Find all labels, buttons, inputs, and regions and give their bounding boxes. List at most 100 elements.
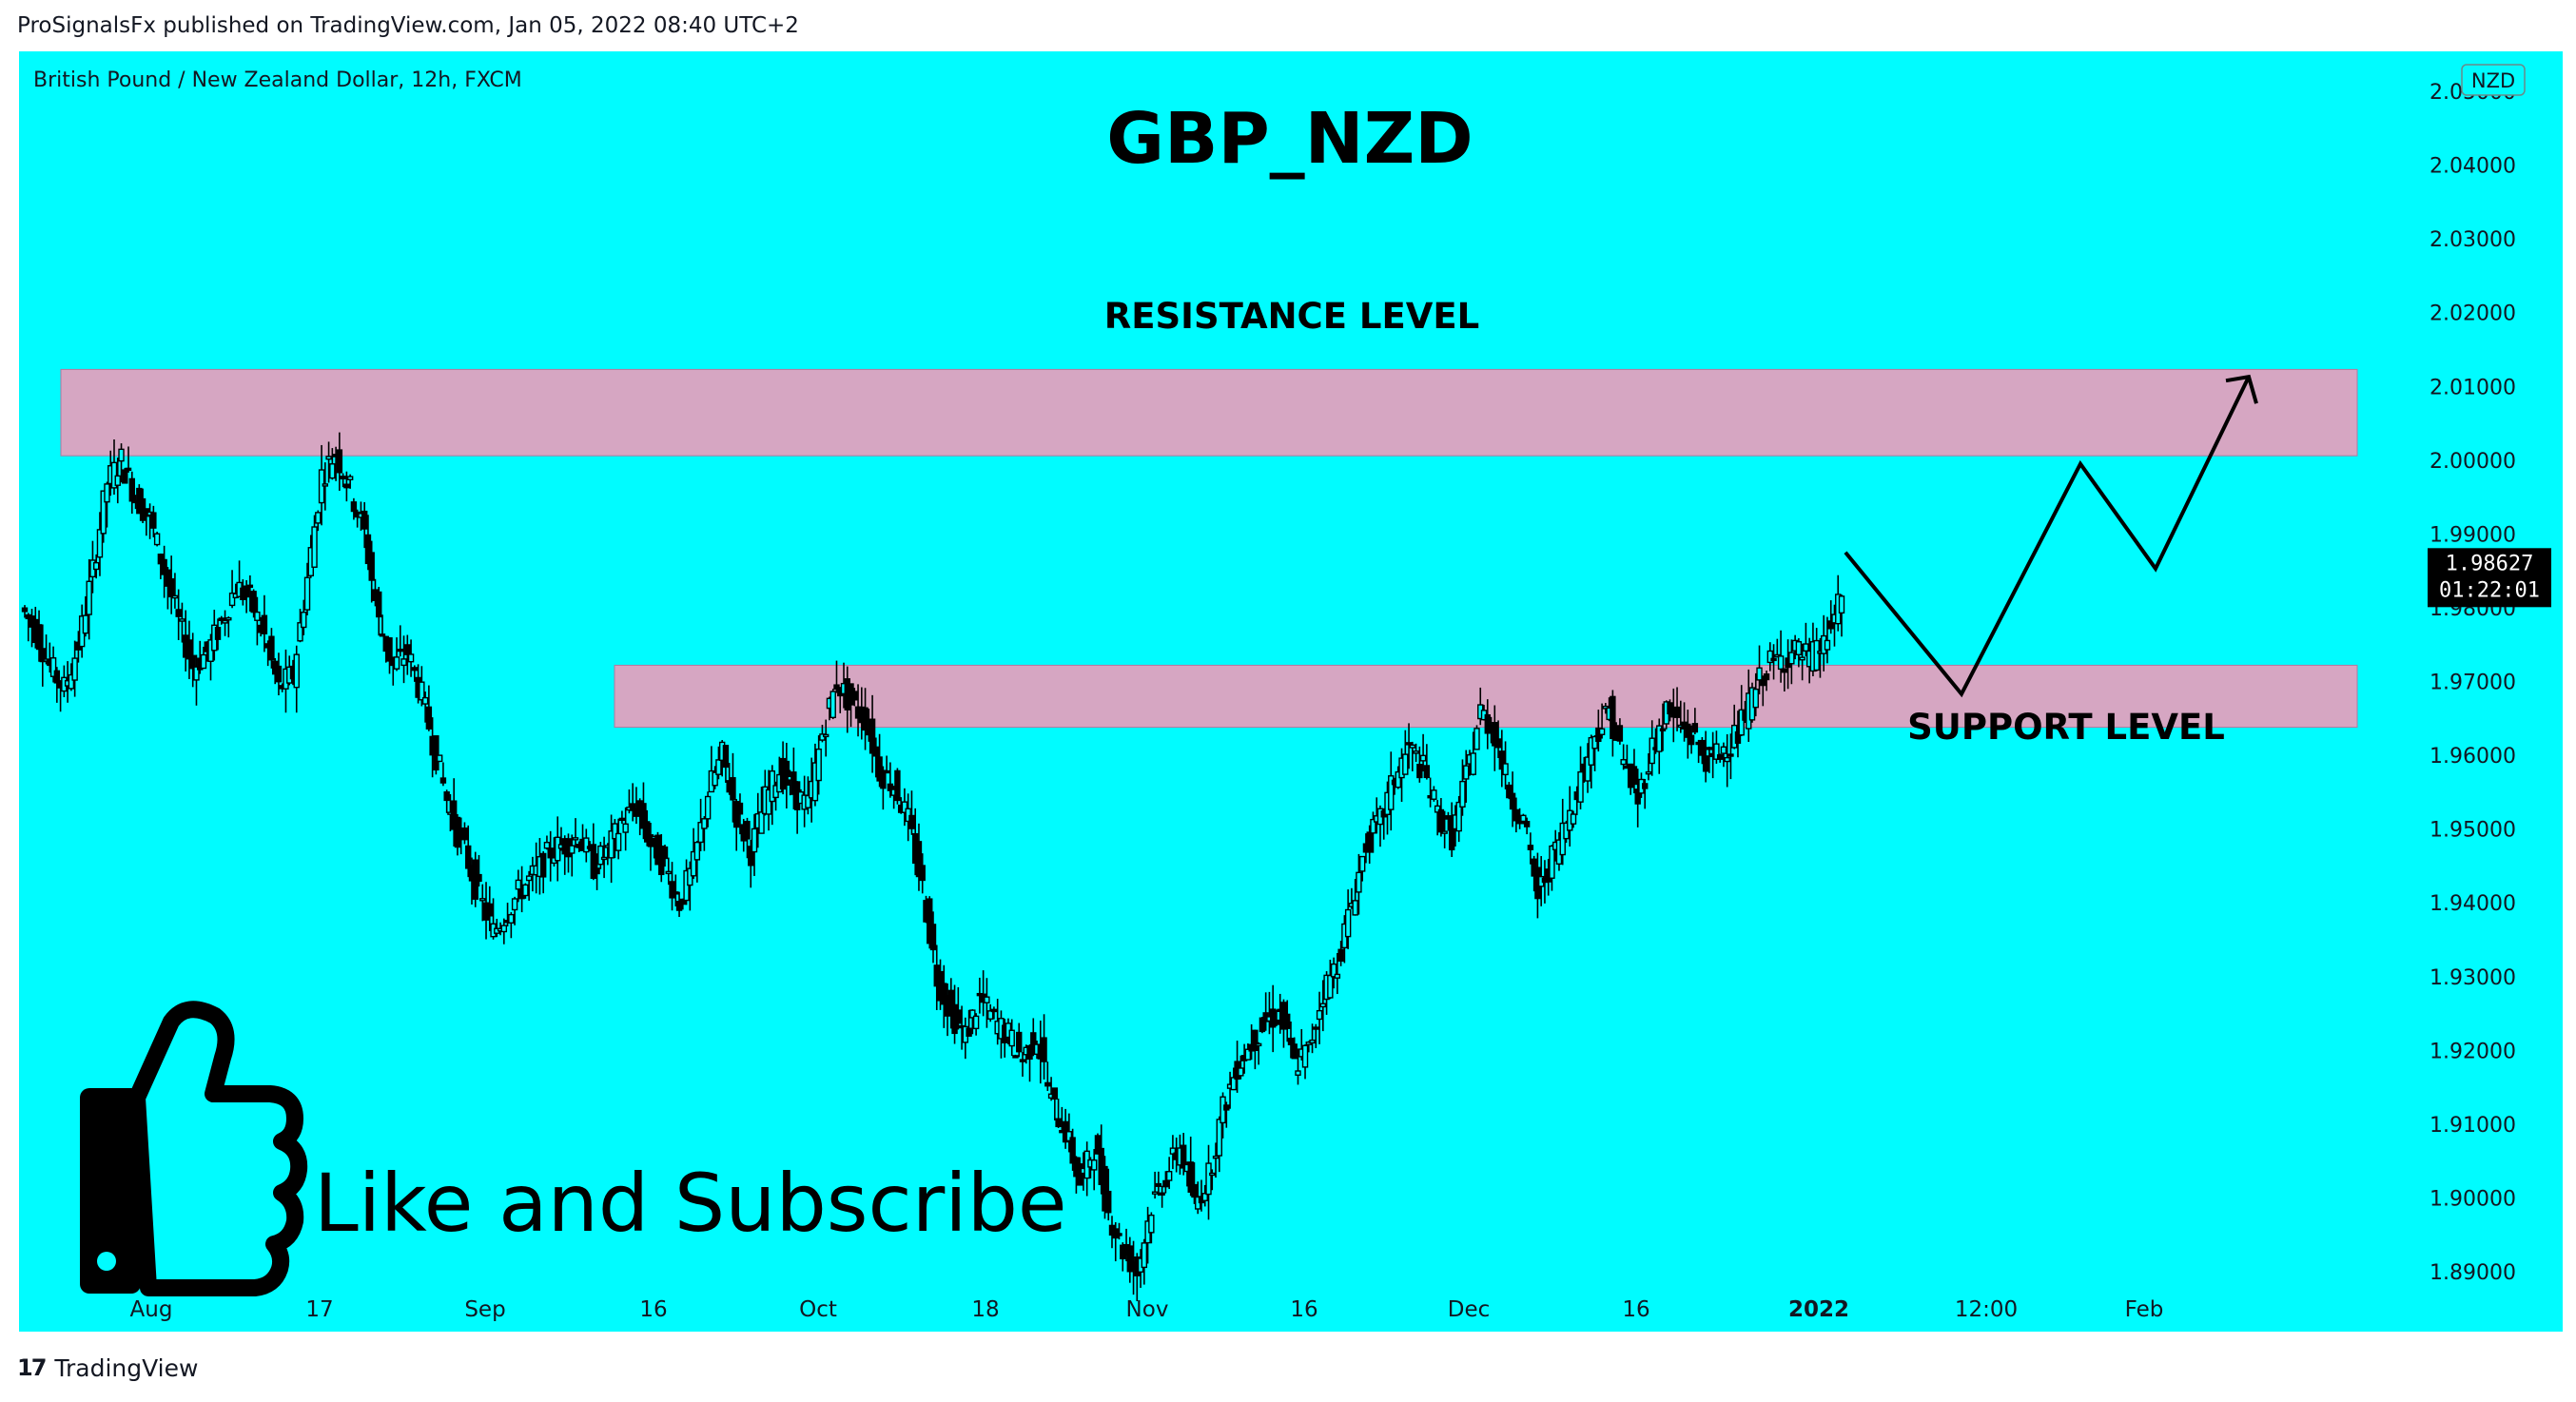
footer-brand[interactable]: TradingView (54, 1353, 199, 1382)
tradingview-logo-icon[interactable]: 17 (17, 1354, 47, 1381)
candle-body (461, 827, 468, 841)
thumbs-up-icon[interactable] (80, 1001, 308, 1296)
candle-body (908, 814, 915, 829)
candle-body (972, 1015, 980, 1030)
candle-body (157, 554, 165, 565)
price-tick-label: 1.96000 (2430, 745, 2516, 769)
candle-body (214, 627, 222, 640)
candle-body (346, 476, 354, 480)
candle-body (1416, 763, 1423, 779)
candle-body (872, 746, 880, 757)
candle-body (315, 512, 322, 524)
candle-body (929, 924, 937, 951)
candle-body (1463, 765, 1470, 780)
candle-body (1309, 1039, 1316, 1044)
projection-line (1844, 376, 2251, 698)
candle-body (622, 823, 629, 833)
candle-body (153, 533, 161, 546)
candle-body (525, 875, 533, 882)
candle-body (1763, 672, 1770, 681)
time-tick-label: 17 (305, 1297, 333, 1322)
candle-body (1212, 1155, 1220, 1159)
candle-body (1165, 1171, 1173, 1181)
candle-body (1445, 815, 1452, 820)
candle-body (1770, 657, 1777, 662)
currency-badge[interactable]: NZD (2461, 64, 2526, 96)
candle-body (1827, 620, 1834, 630)
candle-body (1760, 679, 1766, 687)
candle-body (515, 879, 522, 890)
candle-body (1523, 821, 1531, 828)
candle-body (748, 846, 754, 867)
candle-body (35, 624, 43, 651)
candle-body (539, 852, 547, 878)
time-tick-label: Dec (1448, 1297, 1491, 1322)
candle-body (1102, 1165, 1108, 1212)
candle-body (486, 903, 493, 917)
candle-body (679, 898, 687, 905)
candle-body (1358, 855, 1366, 872)
candle-body (868, 718, 876, 754)
candle-body (1484, 713, 1491, 734)
price-tick-label: 2.01000 (2430, 376, 2516, 399)
candle-body (901, 801, 908, 813)
currency-badge-label: NZD (2471, 69, 2515, 92)
candle-body (1076, 1163, 1083, 1186)
candle-body (1781, 668, 1788, 673)
price-tick-label: 1.94000 (2430, 892, 2516, 916)
candle-body (1319, 1003, 1327, 1008)
candle-body (1287, 1037, 1295, 1045)
candle-body (476, 873, 482, 883)
candle-body (1313, 1026, 1319, 1030)
candle-body (783, 760, 790, 787)
symbol-description[interactable]: British Pound / New Zealand Dollar, 12h,… (33, 68, 522, 92)
candle-body (397, 648, 403, 652)
like-subscribe-text: Like and Subscribe (314, 1157, 1067, 1250)
candle-body (404, 644, 411, 655)
price-chart[interactable]: British Pound / New Zealand Dollar, 12h,… (19, 51, 2563, 1332)
candle-body (1512, 808, 1520, 822)
candle-body (618, 817, 626, 822)
candle-body (955, 1009, 962, 1024)
candle-body (730, 777, 736, 801)
candle-body (1019, 1059, 1026, 1062)
candle-body (439, 777, 447, 784)
candle-body (1327, 974, 1334, 999)
candle-body (594, 867, 600, 875)
candle-body (246, 584, 254, 589)
candle-body (53, 670, 61, 684)
candle-body (1284, 1013, 1291, 1029)
candle-body (1030, 1032, 1037, 1052)
candle-body (1685, 723, 1691, 738)
candle-body (887, 783, 894, 791)
price-tick-label: 1.97000 (2430, 672, 2516, 695)
candle-body (343, 483, 350, 489)
candle-body (1649, 737, 1655, 765)
candle-body (1295, 1070, 1301, 1076)
price-tick-label: 2.04000 (2430, 155, 2516, 179)
candle-body (1334, 973, 1341, 979)
candle-body (862, 707, 868, 731)
candle-body (690, 850, 697, 877)
candle-body (1838, 595, 1845, 614)
candle-body (1498, 750, 1506, 770)
candle-body (1431, 789, 1437, 800)
chart-area[interactable]: British Pound / New Zealand Dollar, 12h,… (19, 51, 2563, 1332)
candle-body (49, 657, 57, 677)
candle-body (386, 637, 393, 662)
candle-body (572, 837, 579, 841)
candle-body (1337, 948, 1344, 963)
candle-body (1395, 770, 1401, 789)
candle-body (1788, 652, 1795, 665)
price-axis[interactable]: 2.050002.040002.030002.020002.010002.000… (2430, 81, 2516, 1285)
time-tick-label: 18 (971, 1297, 999, 1322)
candle-body (1126, 1245, 1133, 1273)
candle-body (1702, 755, 1709, 772)
candle-body (1316, 1009, 1323, 1021)
candle-body (1370, 818, 1376, 834)
candle-body (1187, 1161, 1194, 1193)
candle-body (419, 681, 425, 701)
price-tick-label: 1.92000 (2430, 1040, 2516, 1063)
time-axis[interactable]: Aug 17 Sep 16 Oct 18 Nov 16 Dec 16 2022 12:00 Feb (130, 1297, 2164, 1322)
candle-body (658, 846, 665, 876)
